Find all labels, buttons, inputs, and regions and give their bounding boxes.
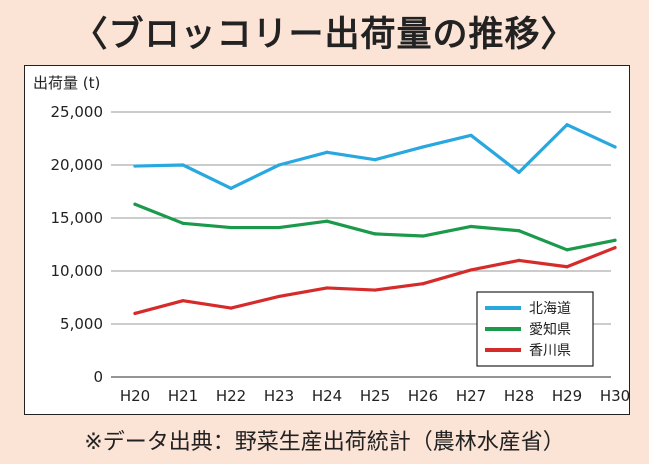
data-point-2-0 (133, 311, 137, 315)
x-tick-label-7: H27 (456, 387, 486, 405)
data-point-1-9 (565, 248, 569, 252)
data-point-1-2 (229, 225, 233, 230)
x-tick-label-1: H21 (168, 387, 198, 405)
y-axis-label: 出荷量 (t) (33, 74, 100, 92)
legend-label-2: 香川県 (529, 343, 571, 359)
data-point-1-7 (469, 224, 473, 229)
y-tick-label-2: 10,000 (51, 262, 104, 280)
data-point-0-0 (133, 164, 137, 168)
data-point-2-1 (181, 299, 185, 303)
data-point-1-3 (277, 225, 281, 230)
y-tick-label-4: 20,000 (51, 156, 104, 174)
data-point-2-3 (277, 294, 281, 299)
data-point-0-2 (229, 186, 233, 190)
data-point-2-4 (325, 286, 329, 290)
data-point-1-10 (613, 238, 617, 242)
series-line-0 (133, 123, 617, 190)
x-tick-label-0: H20 (120, 387, 150, 405)
x-tick-label-10: H30 (600, 387, 630, 405)
x-tick-label-2: H22 (216, 387, 246, 405)
line-chart: 0 5,000 10,000 15,000 20,000 25,000 出荷量 (t) H20… (33, 74, 630, 405)
data-point-2-10 (613, 246, 617, 250)
x-tick-label-9: H29 (552, 387, 582, 405)
data-point-0-6 (421, 145, 425, 149)
data-point-0-5 (373, 158, 377, 162)
x-tick-label-4: H24 (312, 387, 342, 405)
data-point-1-1 (181, 221, 185, 225)
data-point-2-6 (421, 282, 425, 286)
data-point-0-3 (277, 163, 281, 167)
data-point-1-0 (133, 202, 137, 206)
legend-label-1: 愛知県 (529, 321, 571, 338)
data-point-2-7 (469, 268, 473, 272)
legend-box (476, 291, 594, 367)
data-point-1-5 (373, 232, 377, 236)
data-point-0-10 (613, 145, 617, 149)
x-tick-label-3: H23 (264, 387, 294, 405)
x-tick-label-5: H25 (360, 387, 390, 405)
y-tick-label-5: 25,000 (51, 103, 104, 121)
data-point-0-4 (325, 150, 329, 154)
y-tick-label-0: 0 (93, 368, 103, 386)
chart-frame: 0 5,000 10,000 15,000 20,000 25,000 出荷量 (t) H20… (24, 65, 630, 415)
x-tick-label-6: H26 (408, 387, 438, 405)
data-point-0-9 (565, 123, 569, 127)
legend-label-0: 北海道 (529, 301, 571, 317)
data-point-2-2 (229, 306, 233, 310)
data-source-note: ※データ出典：野菜生産出荷統計（農林水産省） (84, 430, 565, 455)
x-tick-label-8: H28 (504, 387, 534, 405)
data-point-2-9 (565, 265, 569, 269)
data-point-0-7 (469, 133, 473, 137)
chart-title: 〈ブロッコリー出荷量の推移〉 (72, 15, 577, 55)
data-point-1-8 (517, 229, 521, 233)
data-point-1-4 (325, 219, 329, 223)
data-point-2-5 (373, 288, 377, 292)
data-point-0-8 (517, 170, 521, 175)
y-tick-label-3: 15,000 (51, 209, 104, 227)
y-tick-label-1: 5,000 (60, 315, 103, 333)
data-point-0-1 (181, 163, 185, 167)
data-point-2-8 (517, 258, 521, 262)
data-point-1-6 (421, 234, 425, 238)
series-line-1 (133, 202, 617, 252)
